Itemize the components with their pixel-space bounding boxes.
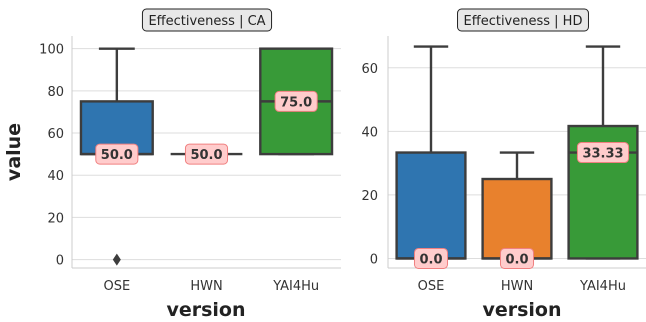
median-label-text: 33.33 [582,147,623,162]
median-label: 0.0 [413,247,449,269]
median-label-box [95,143,139,165]
x-tick-label: YAI4Hu [579,279,626,294]
median-label: 33.33 [576,142,630,164]
facet-title-text: Effectiveness | CA [148,14,265,29]
median-label-box [413,247,449,269]
y-tick-label: 40 [47,169,64,184]
facet-panels: 0 20 40 60 80 100 OSE HWN YAI4Hu 50.0 50.0 75.0 Effe… [39,8,646,294]
panel-0: 0 20 40 60 80 100 OSE HWN YAI4Hu 50.0 50.0 75.0 Effe… [39,8,341,294]
median-label-text: 0.0 [505,252,528,267]
x-tick-label: OSE [418,279,445,294]
median-label: 0.0 [499,247,535,269]
y-tick-label: 60 [47,127,64,142]
box-ose: 0.0 [395,45,467,269]
box-yai4hu: 33.33 [567,45,639,260]
y-tick-label: 0 [370,252,378,267]
iqr-box [395,151,467,260]
y-tick-label: 20 [47,211,64,226]
y-tick-label: 40 [361,125,378,140]
panel-1: 0 20 40 60 OSE HWN YAI4Hu 0.0 0.0 33.33 Effectiven… [361,8,646,294]
y-tick-label: 60 [361,62,378,77]
median-label-text: 50.0 [101,148,133,163]
median-label-box [274,90,318,112]
median-label-text: 75.0 [280,95,312,110]
y-axis-title: value [3,123,25,181]
x-tick-label: YAI4Hu [272,279,319,294]
median-label: 75.0 [274,90,318,112]
y-tick-label: 100 [39,43,64,58]
facet-title-text: Effectiveness | HD [464,14,583,29]
box-hwn: 0.0 [481,151,553,269]
median-label: 50.0 [95,143,139,165]
box-hwn: 50.0 [170,143,243,165]
y-tick-label: 80 [47,85,64,100]
facet-title-box [141,8,273,32]
outlier-point [112,253,121,266]
facet-title-box [457,8,589,32]
median-label: 50.0 [184,143,229,165]
x-axis-title-left: version [166,299,245,321]
box-yai4hu: 75.0 [259,47,334,156]
x-axis-title-right: version [482,299,561,321]
y-tick-label: 0 [56,254,64,269]
median-label-box [184,143,229,165]
x-tick-label: OSE [103,279,130,294]
x-tick-label: HWN [190,279,222,294]
median-label-text: 0.0 [419,252,442,267]
facet-title-1: Effectiveness | HD [457,8,589,32]
y-tick-label: 20 [361,189,378,204]
median-label-box [576,142,630,164]
median-label-text: 50.0 [190,148,222,163]
median-label-box [499,247,535,269]
iqr-box [481,177,553,260]
facet-title-0: Effectiveness | CA [141,8,273,32]
box-ose: 50.0 [79,47,154,266]
x-tick-label: HWN [501,279,533,294]
